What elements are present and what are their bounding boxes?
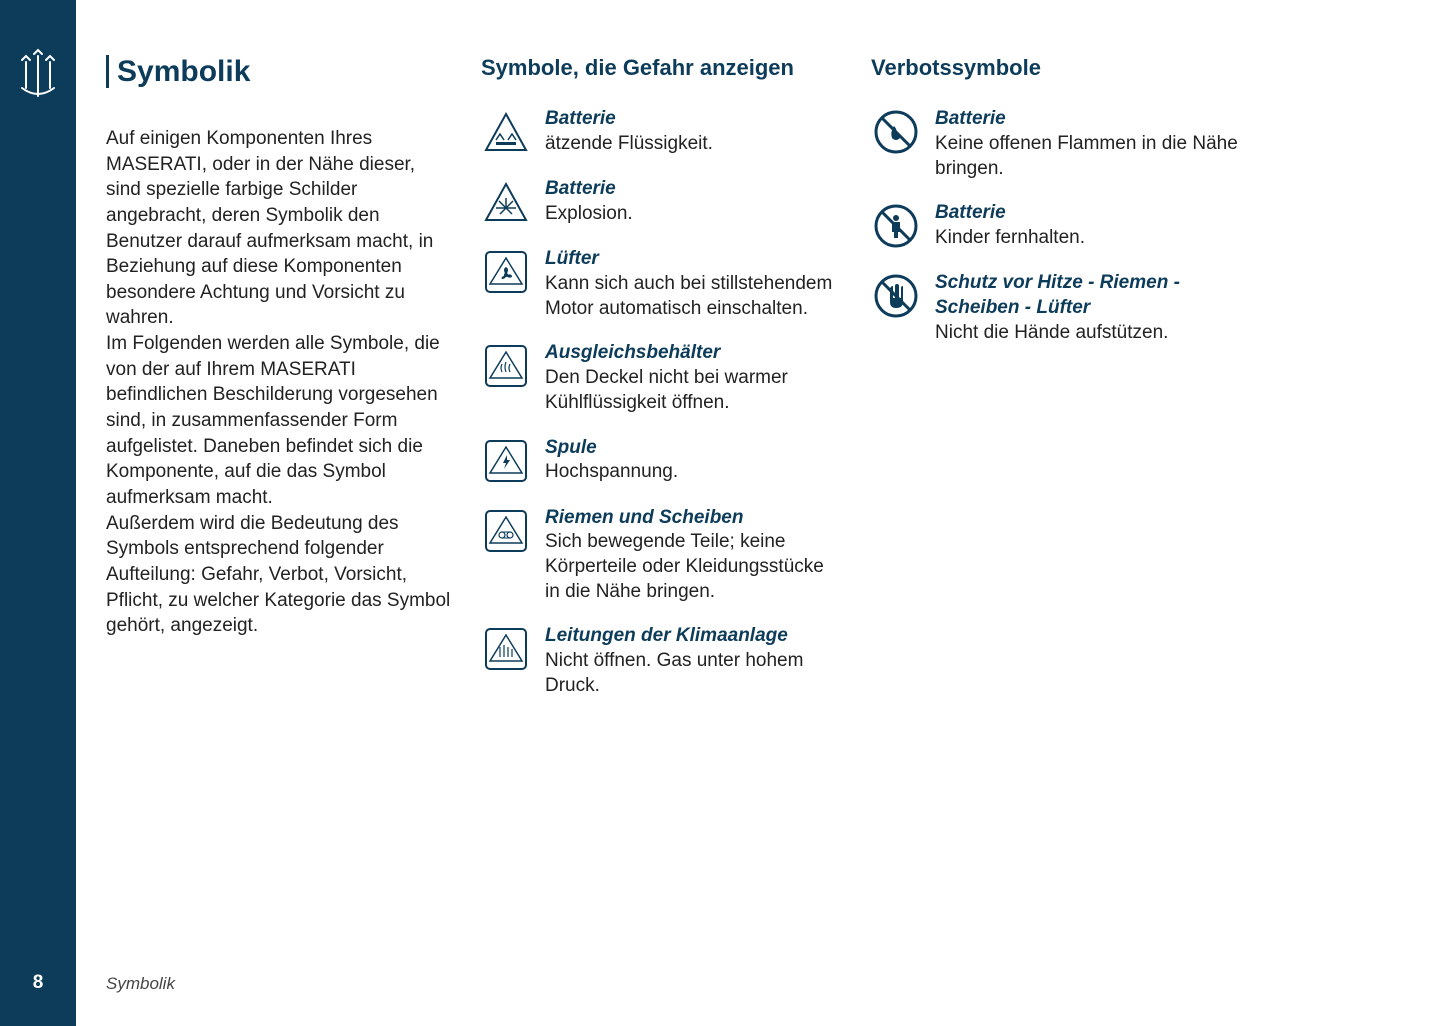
symbol-row: Spule Hochspannung. bbox=[481, 436, 841, 486]
page-title: Symbolik bbox=[106, 55, 451, 88]
symbol-title: Leitungen der Klimaanlage bbox=[545, 624, 841, 649]
symbol-text: Schutz vor Hitze - Riemen - Scheiben - L… bbox=[935, 271, 1241, 345]
symbol-title: Lüfter bbox=[545, 247, 841, 272]
symbol-title: Batterie bbox=[545, 107, 841, 132]
symbol-title: Spule bbox=[545, 436, 841, 461]
symbol-title: Batterie bbox=[935, 107, 1241, 132]
symbol-text: Batterie Keine offenen Flammen in die Nä… bbox=[935, 107, 1241, 181]
footer-section-label: Symbolik bbox=[106, 974, 175, 994]
column-danger-symbols: Symbole, die Gefahr anzeigen Batterie ät… bbox=[481, 55, 841, 996]
page-content: Symbolik Auf einigen Komponenten Ihres M… bbox=[76, 0, 1445, 1026]
symbol-title: Batterie bbox=[935, 201, 1241, 226]
column-intro: Symbolik Auf einigen Komponenten Ihres M… bbox=[106, 55, 451, 996]
symbol-row: Batterie ätzende Flüssigkeit. bbox=[481, 107, 841, 157]
symbol-row: Leitungen der Klimaanlage Nicht öffnen. … bbox=[481, 624, 841, 698]
symbol-text: Batterie ätzende Flüssigkeit. bbox=[545, 107, 841, 156]
no-children-circle-icon bbox=[871, 201, 921, 251]
symbol-desc: Nicht öffnen. Gas unter hohem Druck. bbox=[545, 650, 803, 696]
sidebar: 8 bbox=[0, 0, 76, 1026]
no-flame-circle-icon bbox=[871, 107, 921, 157]
symbol-title: Riemen und Scheiben bbox=[545, 506, 841, 531]
intro-text: Auf einigen Komponenten Ihres MASERATI, … bbox=[106, 126, 451, 639]
symbol-desc: Den Deckel nicht bei warmer Kühlflüssigk… bbox=[545, 367, 788, 413]
symbol-desc: Sich bewegende Teile; keine Körperteile … bbox=[545, 531, 824, 601]
brand-logo-icon bbox=[16, 48, 60, 104]
symbol-desc: Explosion. bbox=[545, 203, 633, 224]
fan-square-icon bbox=[481, 247, 531, 297]
symbol-row: Batterie Keine offenen Flammen in die Nä… bbox=[871, 107, 1241, 181]
symbol-desc: Hochspannung. bbox=[545, 461, 678, 482]
symbol-text: Spule Hochspannung. bbox=[545, 436, 841, 485]
symbol-text: Riemen und Scheiben Sich bewegende Teile… bbox=[545, 506, 841, 605]
symbol-row: Batterie Explosion. bbox=[481, 177, 841, 227]
symbol-title: Batterie bbox=[545, 177, 841, 202]
explosion-triangle-icon bbox=[481, 177, 531, 227]
no-hands-circle-icon bbox=[871, 271, 921, 321]
danger-symbols-heading: Symbole, die Gefahr anzeigen bbox=[481, 55, 841, 81]
symbol-title: Ausgleichsbehälter bbox=[545, 341, 841, 366]
symbol-row: Schutz vor Hitze - Riemen - Scheiben - L… bbox=[871, 271, 1241, 345]
symbol-title: Schutz vor Hitze - Riemen - Scheiben - L… bbox=[935, 271, 1241, 320]
symbol-desc: Nicht die Hände aufstützen. bbox=[935, 322, 1168, 343]
symbol-text: Ausgleichsbehälter Den Deckel nicht bei … bbox=[545, 341, 841, 415]
pressure-square-icon bbox=[481, 624, 531, 674]
hot-liquid-square-icon bbox=[481, 341, 531, 391]
prohibition-symbols-heading: Verbotssymbole bbox=[871, 55, 1241, 81]
symbol-row: Riemen und Scheiben Sich bewegende Teile… bbox=[481, 506, 841, 605]
column-prohibition-symbols: Verbotssymbole Batterie Keine offenen Fl… bbox=[871, 55, 1241, 996]
symbol-desc: ätzende Flüssigkeit. bbox=[545, 133, 713, 154]
high-voltage-square-icon bbox=[481, 436, 531, 486]
symbol-desc: Keine offenen Flammen in die Nähe bringe… bbox=[935, 133, 1238, 179]
symbol-text: Lüfter Kann sich auch bei stillstehendem… bbox=[545, 247, 841, 321]
symbol-row: Lüfter Kann sich auch bei stillstehendem… bbox=[481, 247, 841, 321]
symbol-text: Batterie Kinder fernhalten. bbox=[935, 201, 1241, 250]
symbol-row: Batterie Kinder fernhalten. bbox=[871, 201, 1241, 251]
symbol-desc: Kann sich auch bei stillstehendem Motor … bbox=[545, 273, 832, 319]
symbol-row: Ausgleichsbehälter Den Deckel nicht bei … bbox=[481, 341, 841, 415]
belt-pulley-square-icon bbox=[481, 506, 531, 556]
corrosive-triangle-icon bbox=[481, 107, 531, 157]
symbol-desc: Kinder fernhalten. bbox=[935, 227, 1085, 248]
symbol-text: Batterie Explosion. bbox=[545, 177, 841, 226]
page-number: 8 bbox=[0, 972, 76, 994]
symbol-text: Leitungen der Klimaanlage Nicht öffnen. … bbox=[545, 624, 841, 698]
